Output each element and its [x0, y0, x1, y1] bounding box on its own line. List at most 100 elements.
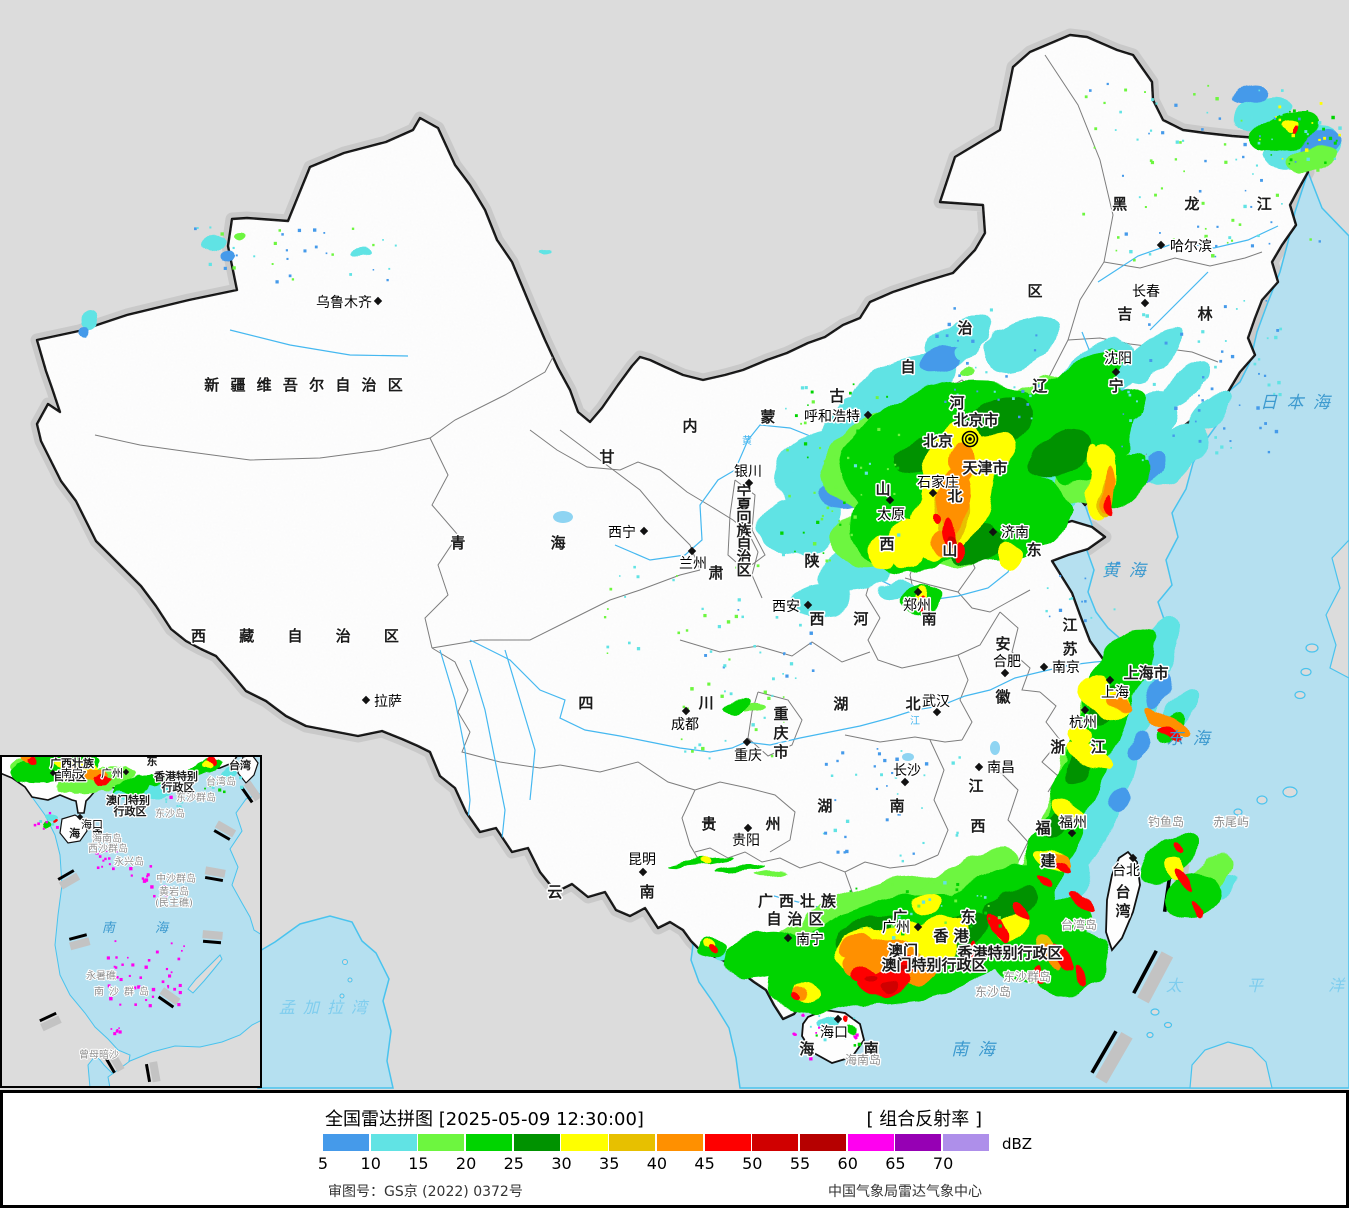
map-label: 区 [1027, 282, 1042, 300]
dash-shadow [149, 1061, 161, 1083]
radar-speckle [826, 533, 829, 536]
radar-speckle [1201, 330, 1205, 334]
map-label: 山 东 [942, 541, 1073, 559]
radar-speckle [1289, 158, 1293, 162]
radar-speckle [119, 1003, 122, 1006]
radar-speckle [1304, 130, 1308, 133]
radar-speckle [1338, 133, 1341, 137]
legend-tick: 55 [789, 1154, 811, 1173]
radar-speckle [325, 252, 328, 255]
radar-echo [952, 541, 962, 559]
radar-speckle [1018, 415, 1021, 419]
radar-speckle [1309, 238, 1312, 241]
radar-speckle [998, 924, 1002, 928]
radar-speckle [806, 456, 809, 459]
radar-speckle [1150, 160, 1155, 165]
radar-speckle [970, 882, 975, 886]
map-label: 四 川 [578, 694, 763, 712]
radar-speckle [831, 510, 834, 513]
map-label: 东 海 [1166, 729, 1212, 749]
radar-speckle [862, 492, 865, 495]
map-label: 辽 宁 [1032, 377, 1151, 395]
radar-echo [983, 317, 1057, 373]
radar-speckle [825, 409, 829, 413]
legend-tick: 15 [408, 1154, 429, 1173]
radar-speckle [1142, 313, 1146, 317]
city-diamond-icon [742, 737, 752, 747]
radar-speckle [824, 831, 828, 835]
radar-speckle [1243, 142, 1247, 147]
radar-speckle [291, 278, 295, 281]
radar-speckle [1175, 140, 1179, 144]
city-diamond-icon [638, 867, 648, 877]
legend-swatch [799, 1134, 846, 1151]
map-label: 永兴岛 [114, 855, 144, 868]
radar-speckle [372, 243, 375, 247]
map-label: 南 海 [951, 1040, 997, 1060]
legend-swatch [418, 1134, 465, 1151]
map-label: 南 海 [102, 921, 186, 936]
radar-speckle [1045, 609, 1048, 613]
radar-echo [62, 763, 78, 771]
radar-speckle [800, 386, 805, 390]
radar-echo [902, 966, 912, 974]
radar-speckle [1230, 354, 1235, 359]
radar-speckle [1201, 128, 1204, 131]
radar-speckle [142, 879, 147, 883]
radar-speckle [211, 786, 215, 789]
radar-speckle [209, 226, 212, 229]
radar-speckle [809, 642, 812, 645]
radar-speckle [230, 779, 233, 781]
map-label: 海口 [81, 817, 103, 831]
radar-speckle [705, 701, 709, 705]
radar-speckle [1046, 587, 1049, 590]
radar-speckle [1318, 240, 1321, 243]
radar-echo [221, 251, 235, 261]
radar-speckle [1082, 212, 1086, 216]
radar-speckle [1287, 165, 1290, 168]
radar-speckle [45, 821, 48, 824]
map-label: 海南岛 [845, 1052, 881, 1067]
radar-speckle [720, 694, 724, 698]
city-diamond-icon [744, 478, 754, 488]
inset-hainan [59, 814, 88, 844]
radar-speckle [932, 881, 935, 884]
radar-speckle [286, 257, 289, 260]
radar-speckle [1243, 300, 1246, 302]
radar-speckle [1136, 138, 1139, 141]
radar-speckle [1280, 89, 1284, 92]
radar-speckle [829, 1019, 832, 1021]
radar-speckle [841, 751, 845, 755]
radar-speckle [868, 462, 871, 465]
boundary-dash [144, 1061, 161, 1083]
radar-speckle [180, 800, 184, 804]
map-label: 新 疆 维 吾 尔 自 治 区 [204, 376, 406, 394]
radar-speckle [1297, 117, 1301, 121]
radar-speckle [980, 895, 983, 897]
radar-speckle [624, 595, 627, 598]
radar-speckle [1328, 136, 1333, 141]
city-label: 海口 [820, 1025, 848, 1041]
city-label: 沈阳 [1104, 351, 1132, 367]
radar-speckle [223, 790, 226, 794]
radar-speckle [737, 598, 741, 602]
radar-speckle [1206, 111, 1209, 114]
radar-speckle [1306, 110, 1309, 112]
radar-echo [1048, 798, 1088, 826]
philippines-islands [1146, 1008, 1273, 1089]
radar-speckle [966, 361, 969, 365]
radar-speckle [1238, 223, 1242, 226]
map-label: 南沙群岛 [94, 985, 154, 998]
radar-speckle [904, 909, 907, 912]
radar-echo [112, 791, 128, 799]
radar-echo [234, 234, 246, 242]
radar-speckle [882, 931, 885, 934]
radar-speckle [811, 669, 815, 672]
city-label: 昆明 [628, 852, 656, 868]
radar-speckle [893, 492, 896, 495]
radar-speckle [924, 762, 929, 766]
dash-shadow [69, 937, 91, 951]
radar-speckle [1317, 121, 1322, 125]
